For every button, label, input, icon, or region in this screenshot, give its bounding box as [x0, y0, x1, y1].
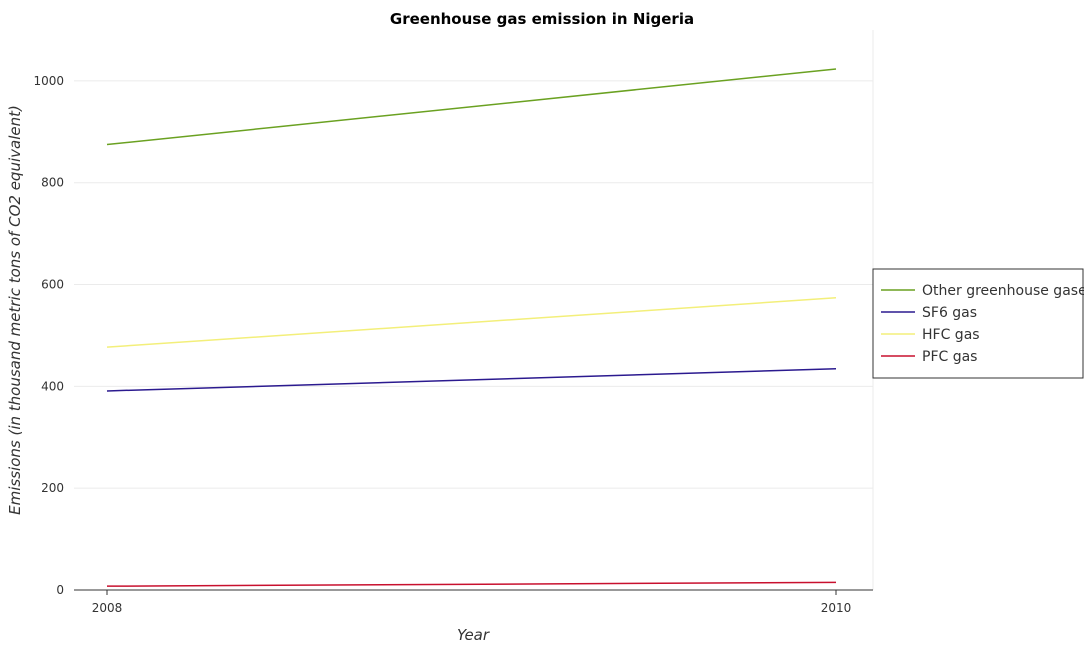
y-tick-label: 1000 [33, 74, 64, 88]
x-axis-label: Year [457, 626, 490, 644]
chart-title: Greenhouse gas emission in Nigeria [390, 10, 694, 28]
legend-box [872, 268, 1084, 379]
x-tick-label: 2008 [92, 601, 123, 615]
y-tick-label: 400 [41, 379, 64, 393]
plot-area [74, 30, 874, 591]
y-tick-label: 800 [41, 176, 64, 190]
series-line-1 [106, 68, 837, 146]
legend-items: Other greenhouse gases SF6 gas HFC gas PFC … [881, 283, 1084, 365]
x-tick-label: 2010 [821, 601, 852, 615]
legend-label: PFC gas [922, 349, 977, 365]
legend-label: SF6 gas [922, 305, 977, 321]
y-axis-label: Emissions (in thousand metric tons of CO… [6, 105, 24, 515]
series-line-4 [106, 581, 837, 587]
legend-label: Other greenhouse gases [922, 283, 1084, 299]
series-group [106, 68, 837, 587]
y-tick-label: 200 [41, 481, 64, 495]
series-line-2 [106, 368, 837, 392]
y-tick-label: 600 [41, 278, 64, 292]
y-axis-ticks: 0 200 400 600 800 1000 [33, 74, 64, 597]
legend-label: HFC gas [922, 327, 980, 343]
legend: Other greenhouse gases SF6 gas HFC gas PFC … [872, 268, 1084, 379]
series-line-3 [106, 297, 837, 348]
x-axis-ticks: 2008 2010 [92, 590, 852, 615]
grid [74, 30, 874, 591]
plot-background [74, 30, 873, 590]
y-tick-label: 0 [56, 583, 64, 597]
